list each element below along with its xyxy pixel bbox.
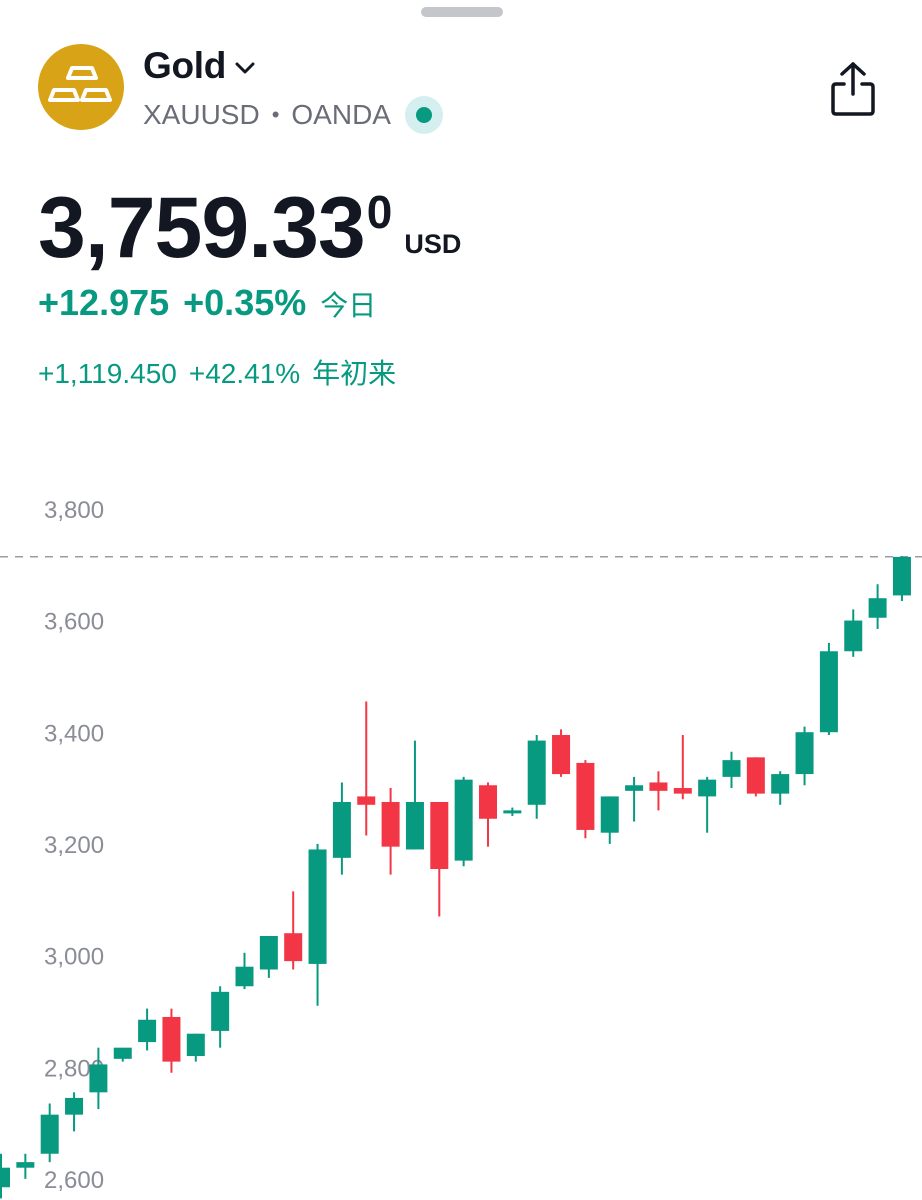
candle-body [381,802,400,847]
candle-body [186,1033,205,1057]
y-axis-tick-label: 3,200 [44,832,104,859]
daily-change: +12.975 +0.35% 今日 [38,282,376,324]
exchange-label: OANDA [291,99,391,130]
last-price-fraction-digit: 0 [366,186,393,238]
candle-body [40,1114,59,1154]
candle-body [625,785,644,791]
candle-body [892,556,911,596]
candle-body [552,735,571,775]
candle-body [479,785,497,819]
candle-body [138,1019,157,1043]
y-axis-tick-label: 3,000 [44,944,104,971]
candle-body [357,796,376,805]
candle-body [673,788,692,794]
instrument-selector[interactable]: Gold [143,45,256,87]
daily-change-abs: +12.975 [38,282,170,323]
candle-body [405,802,424,850]
ytd-change: +1,119.450 +42.41% 年初来 [38,352,396,392]
candle-body [844,620,863,652]
candle-body [284,933,303,962]
candle-body [235,966,254,987]
candle-body [308,849,327,964]
ytd-change-abs: +1,119.450 [38,358,177,389]
price-display: 3,759.33 0 USD [38,185,461,271]
candle-body [0,1167,10,1188]
candle-body [16,1162,35,1168]
y-axis-tick-label: 3,600 [44,609,104,636]
sheet-grabber-handle[interactable] [421,7,503,17]
currency-label: USD [404,229,462,259]
ytd-change-label: 年初来 [312,358,397,389]
candle-body [259,936,278,970]
candle-body [89,1064,108,1093]
candle-body [722,760,741,777]
candle-body [868,598,887,618]
separator-dot: • [271,102,280,127]
candle-body [454,779,473,861]
candle-body [430,802,449,869]
daily-change-label: 今日 [320,290,377,321]
candle-body [746,757,765,794]
market-open-status-icon [404,96,443,134]
candle-body [600,796,619,833]
candle-body [527,740,546,805]
gold-bars-icon [38,44,124,130]
candle-body [698,779,717,797]
last-price: 3,759.33 [38,180,366,276]
chevron-down-icon [235,62,255,74]
candle-body [332,802,351,858]
daily-change-pct: +0.35% [183,282,307,323]
candle-body [113,1047,132,1059]
candle-body [795,732,814,775]
candle-body [503,810,522,814]
candle-body [211,991,230,1031]
candle-body [649,782,668,791]
candle-body [576,762,595,830]
y-axis-tick-label: 3,800 [44,497,104,524]
ytd-change-pct: +42.41% [188,358,301,389]
share-icon[interactable] [830,60,876,118]
symbol-label: XAUUSD [143,99,260,130]
candle-body [162,1016,181,1062]
y-axis-tick-label: 2,600 [44,1167,104,1194]
candle-body [819,651,838,733]
candle-body [65,1097,84,1115]
y-axis-tick-label: 3,400 [44,720,104,747]
candle-body [771,774,790,794]
instrument-name: Gold [143,45,227,86]
instrument-subtitle: XAUUSD • OANDA [143,96,443,134]
